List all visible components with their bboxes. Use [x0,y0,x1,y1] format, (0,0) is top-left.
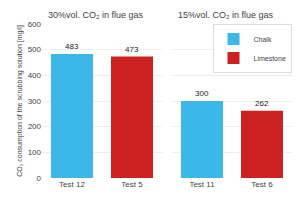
svg-text:483: 483 [65,42,79,51]
svg-text:200: 200 [28,122,42,131]
svg-text:473: 473 [125,45,139,54]
svg-text:Test 5: Test 5 [121,180,143,189]
svg-text:600: 600 [28,20,42,29]
svg-text:Test 6: Test 6 [251,180,273,189]
svg-text:400: 400 [28,71,42,80]
svg-text:Test 11: Test 11 [189,180,215,189]
svg-text:15%vol. CO₂ in flue gas: 15%vol. CO₂ in flue gas [178,10,274,20]
svg-text:500: 500 [28,45,42,54]
svg-text:300: 300 [28,97,42,106]
svg-text:CO₂ consumption of the scrubbi: CO₂ consumption of the scrubbing solutio… [16,25,24,177]
svg-text:300: 300 [195,89,209,98]
svg-text:100: 100 [28,148,42,157]
svg-text:0: 0 [37,174,42,183]
svg-text:Limestone: Limestone [254,55,286,62]
svg-text:Chalk: Chalk [254,36,272,43]
svg-text:Test 12: Test 12 [59,180,85,189]
svg-text:262: 262 [255,99,269,108]
svg-text:30%vol. CO₂ in flue gas: 30%vol. CO₂ in flue gas [48,10,144,20]
